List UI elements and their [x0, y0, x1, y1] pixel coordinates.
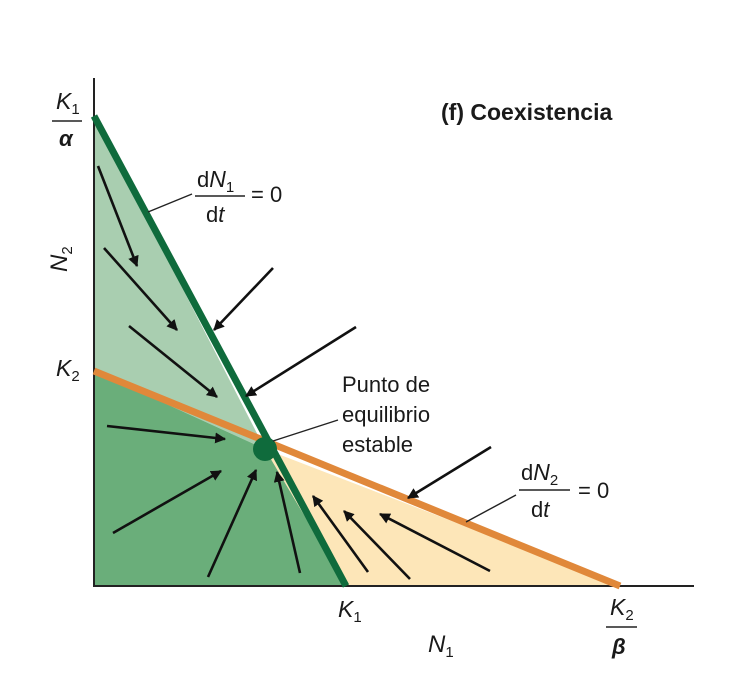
- x-tick-k1: K1: [338, 596, 362, 626]
- equilibrium-label: Punto de equilibrio estable: [342, 372, 430, 457]
- y-axis-label: N2: [46, 246, 76, 272]
- pointer-line-dn1: [147, 193, 193, 213]
- isocline-n1: [90, 114, 350, 588]
- x-axis-label: N1: [428, 631, 454, 661]
- arrow-1: [96, 165, 139, 268]
- arrow-4: [213, 267, 274, 331]
- arrow-10: [407, 445, 492, 500]
- svg-text:equilibrio: equilibrio: [342, 402, 430, 427]
- svg-text:dt: dt: [531, 497, 550, 522]
- svg-text:= 0: = 0: [251, 182, 282, 207]
- svg-text:= 0: = 0: [578, 478, 609, 503]
- svg-text:dN2: dN2: [521, 459, 558, 489]
- svg-text:dN1: dN1: [197, 166, 234, 196]
- arrow-8: [206, 469, 258, 578]
- svg-text:K2: K2: [610, 594, 634, 624]
- svg-text:dt: dt: [206, 202, 225, 227]
- pointer-line-dn2: [465, 494, 517, 523]
- arrow-12: [343, 510, 411, 580]
- isocline-n1-label: dN1 dt = 0: [195, 166, 282, 227]
- svg-text:α: α: [59, 126, 74, 151]
- arrow-3: [128, 324, 218, 399]
- arrow-7: [112, 469, 222, 535]
- y-tick-k1-over-alpha: K1 α: [52, 88, 82, 151]
- arrow-13: [379, 512, 491, 573]
- y-tick-k2: K2: [56, 355, 80, 385]
- trajectory-arrows: [96, 165, 492, 580]
- svg-text:β: β: [611, 634, 626, 659]
- arrow-2: [103, 247, 178, 331]
- arrow-9: [273, 470, 302, 574]
- svg-text:K1: K1: [56, 88, 80, 118]
- arrow-11: [311, 495, 370, 573]
- equilibrium-point: [253, 437, 277, 461]
- arrow-5: [245, 325, 357, 398]
- svg-text:estable: estable: [342, 432, 413, 457]
- arrow-6: [106, 424, 227, 444]
- isocline-n2: [92, 367, 622, 590]
- isocline-n2-label: dN2 dt = 0: [519, 459, 609, 522]
- pointer-line-equilibrium: [272, 419, 339, 442]
- svg-text:Punto de: Punto de: [342, 372, 430, 397]
- diagram-title: (f) Coexistencia: [441, 99, 612, 125]
- x-tick-k2-over-beta: K2 β: [606, 594, 637, 659]
